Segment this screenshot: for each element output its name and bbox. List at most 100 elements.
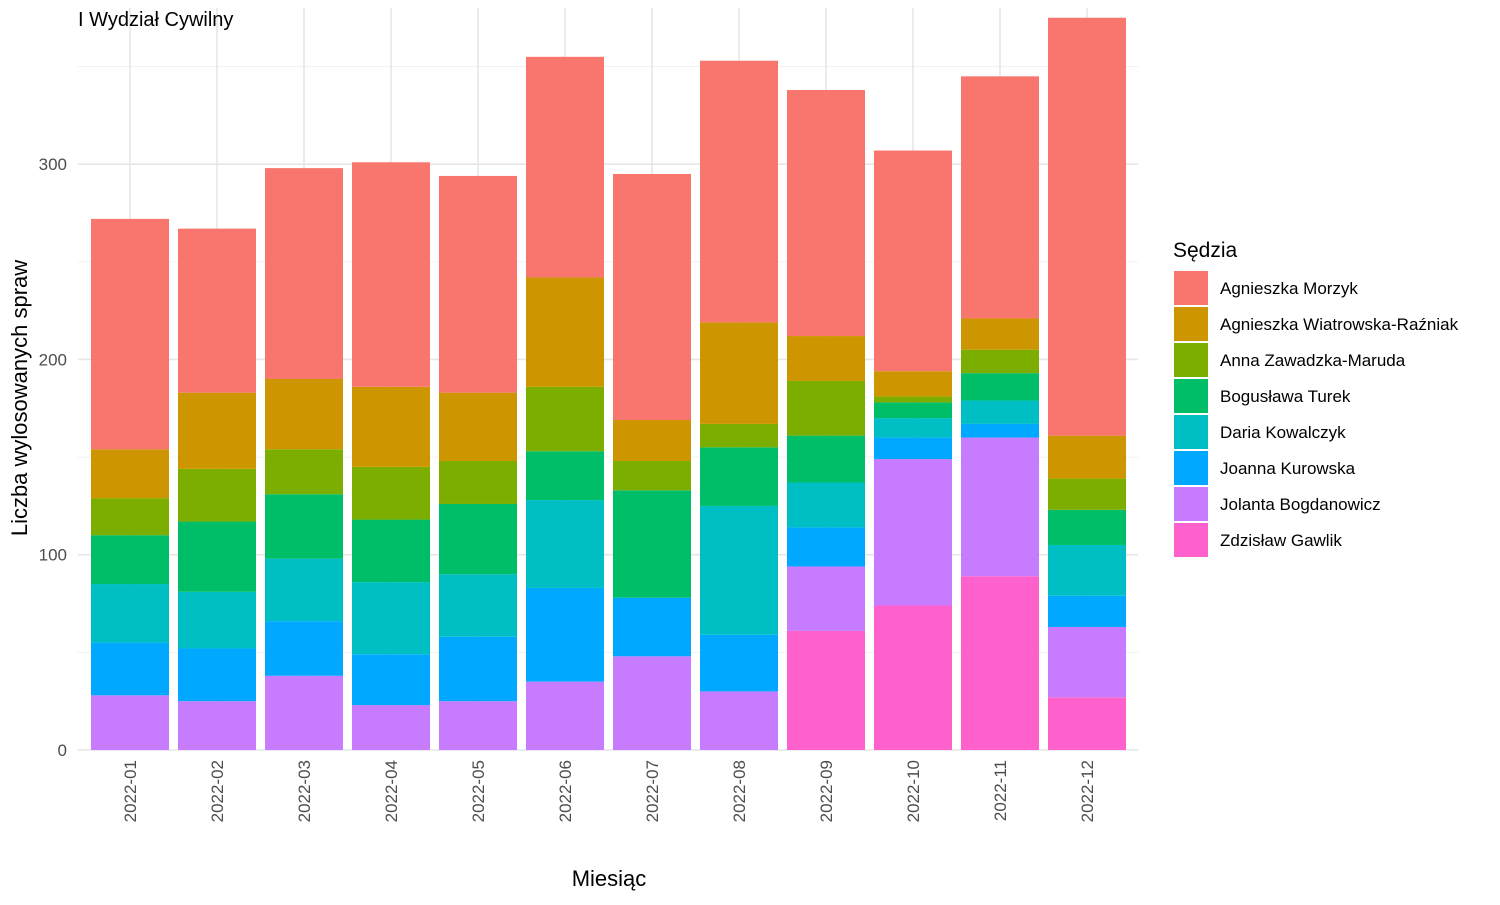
x-tick-label: 2022-01 xyxy=(121,760,140,822)
x-tick-label: 2022-08 xyxy=(730,760,749,822)
bar-segment xyxy=(700,691,778,750)
x-tick-label: 2022-09 xyxy=(817,760,836,822)
bar-segment xyxy=(787,336,865,381)
bar-segment xyxy=(91,584,169,643)
legend-label: Bogusława Turek xyxy=(1220,387,1351,406)
x-tick-label: 2022-10 xyxy=(904,760,923,822)
x-axis-title: Miesiąc xyxy=(572,866,647,891)
bar-segment xyxy=(961,576,1039,750)
bar-segment xyxy=(1048,17,1126,436)
y-axis-title: Liczba wylosowanych spraw xyxy=(7,260,32,536)
y-tick-label: 0 xyxy=(58,741,67,760)
bar-segment xyxy=(1048,435,1126,479)
legend-swatch xyxy=(1174,451,1208,485)
bar-segment xyxy=(961,76,1039,319)
bar-segment xyxy=(700,322,778,424)
bar-segment xyxy=(91,535,169,585)
y-tick-label: 300 xyxy=(39,155,67,174)
bar-segment xyxy=(700,60,778,323)
y-tick-label: 200 xyxy=(39,350,67,369)
legend-swatch xyxy=(1174,343,1208,377)
y-tick-label: 100 xyxy=(39,546,67,565)
bar-segment xyxy=(874,437,952,460)
bar-segment xyxy=(439,392,517,462)
bar-segment xyxy=(178,228,256,393)
bar-segment xyxy=(91,498,169,536)
bar-segment xyxy=(265,621,343,676)
bar-segment xyxy=(961,437,1039,577)
bar-segment xyxy=(961,318,1039,350)
legend-label: Daria Kowalczyk xyxy=(1220,423,1346,442)
bar-segment xyxy=(787,435,865,483)
bar-segment xyxy=(700,447,778,506)
bar-segment xyxy=(526,386,604,452)
chart-title: I Wydział Cywilny xyxy=(78,9,233,31)
bar-segment xyxy=(787,482,865,528)
bar-segment xyxy=(613,173,691,421)
bar-segment xyxy=(961,400,1039,424)
bar-segment xyxy=(874,402,952,419)
bar-segment xyxy=(961,373,1039,401)
bar-segment xyxy=(613,656,691,750)
legend-swatch xyxy=(1174,379,1208,413)
legend-swatch xyxy=(1174,523,1208,557)
legend-swatch xyxy=(1174,307,1208,341)
legend-swatch xyxy=(1174,415,1208,449)
legend-label: Agnieszka Morzyk xyxy=(1220,279,1358,298)
bar-segment xyxy=(874,150,952,372)
bar-segment xyxy=(874,396,952,403)
bar-segment xyxy=(700,423,778,448)
bar-segment xyxy=(1048,697,1126,750)
bar-segment xyxy=(961,423,1039,438)
bar-segment xyxy=(178,648,256,702)
legend-label: Joanna Kurowska xyxy=(1220,459,1356,478)
bar-segment xyxy=(787,566,865,631)
bar-segment xyxy=(265,558,343,622)
bar-segment xyxy=(961,349,1039,374)
bar-segment xyxy=(91,642,169,696)
legend-label: Zdzisław Gawlik xyxy=(1220,531,1342,550)
bar-segment xyxy=(439,461,517,504)
bar-segment xyxy=(178,591,256,649)
bar-segment xyxy=(613,597,691,657)
x-tick-label: 2022-06 xyxy=(556,760,575,822)
bar-segment xyxy=(613,490,691,598)
bar-segment xyxy=(700,505,778,635)
bar-segment xyxy=(265,675,343,750)
bar-segment xyxy=(1048,509,1126,545)
bar-segment xyxy=(1048,478,1126,510)
bar-segment xyxy=(439,503,517,575)
legend-swatch xyxy=(1174,487,1208,521)
legend-title: Sędzia xyxy=(1173,239,1238,262)
x-tick-label: 2022-07 xyxy=(643,760,662,822)
bar-segment xyxy=(439,175,517,393)
legend-swatch xyxy=(1174,271,1208,305)
bar-segment xyxy=(526,451,604,501)
bar-segment xyxy=(874,371,952,397)
legend-label: Jolanta Bogdanowicz xyxy=(1220,495,1381,514)
bars-layer xyxy=(91,17,1126,750)
x-tick-label: 2022-04 xyxy=(382,760,401,822)
bar-segment xyxy=(91,449,169,499)
bar-segment xyxy=(874,459,952,606)
bar-segment xyxy=(439,701,517,750)
bar-segment xyxy=(526,500,604,588)
bar-segment xyxy=(352,705,430,750)
x-tick-label: 2022-11 xyxy=(991,760,1010,821)
bar-segment xyxy=(265,449,343,495)
bar-segment xyxy=(352,386,430,467)
bar-segment xyxy=(352,466,430,520)
bar-segment xyxy=(874,418,952,438)
x-tick-label: 2022-12 xyxy=(1078,760,1097,822)
bar-segment xyxy=(265,168,343,379)
bar-segment xyxy=(265,494,343,559)
bar-segment xyxy=(1048,626,1126,698)
legend: Sędzia Agnieszka Morzyk Agnieszka Wiatrow… xyxy=(1173,239,1459,557)
bar-segment xyxy=(874,605,952,750)
x-tick-label: 2022-02 xyxy=(208,760,227,822)
legend-label: Agnieszka Wiatrowska-Raźniak xyxy=(1220,315,1459,334)
bar-segment xyxy=(526,587,604,682)
axis-layer: 0 100 200 300 2022-01 2022-02 2022-03 2022-04 20… xyxy=(39,155,1097,822)
